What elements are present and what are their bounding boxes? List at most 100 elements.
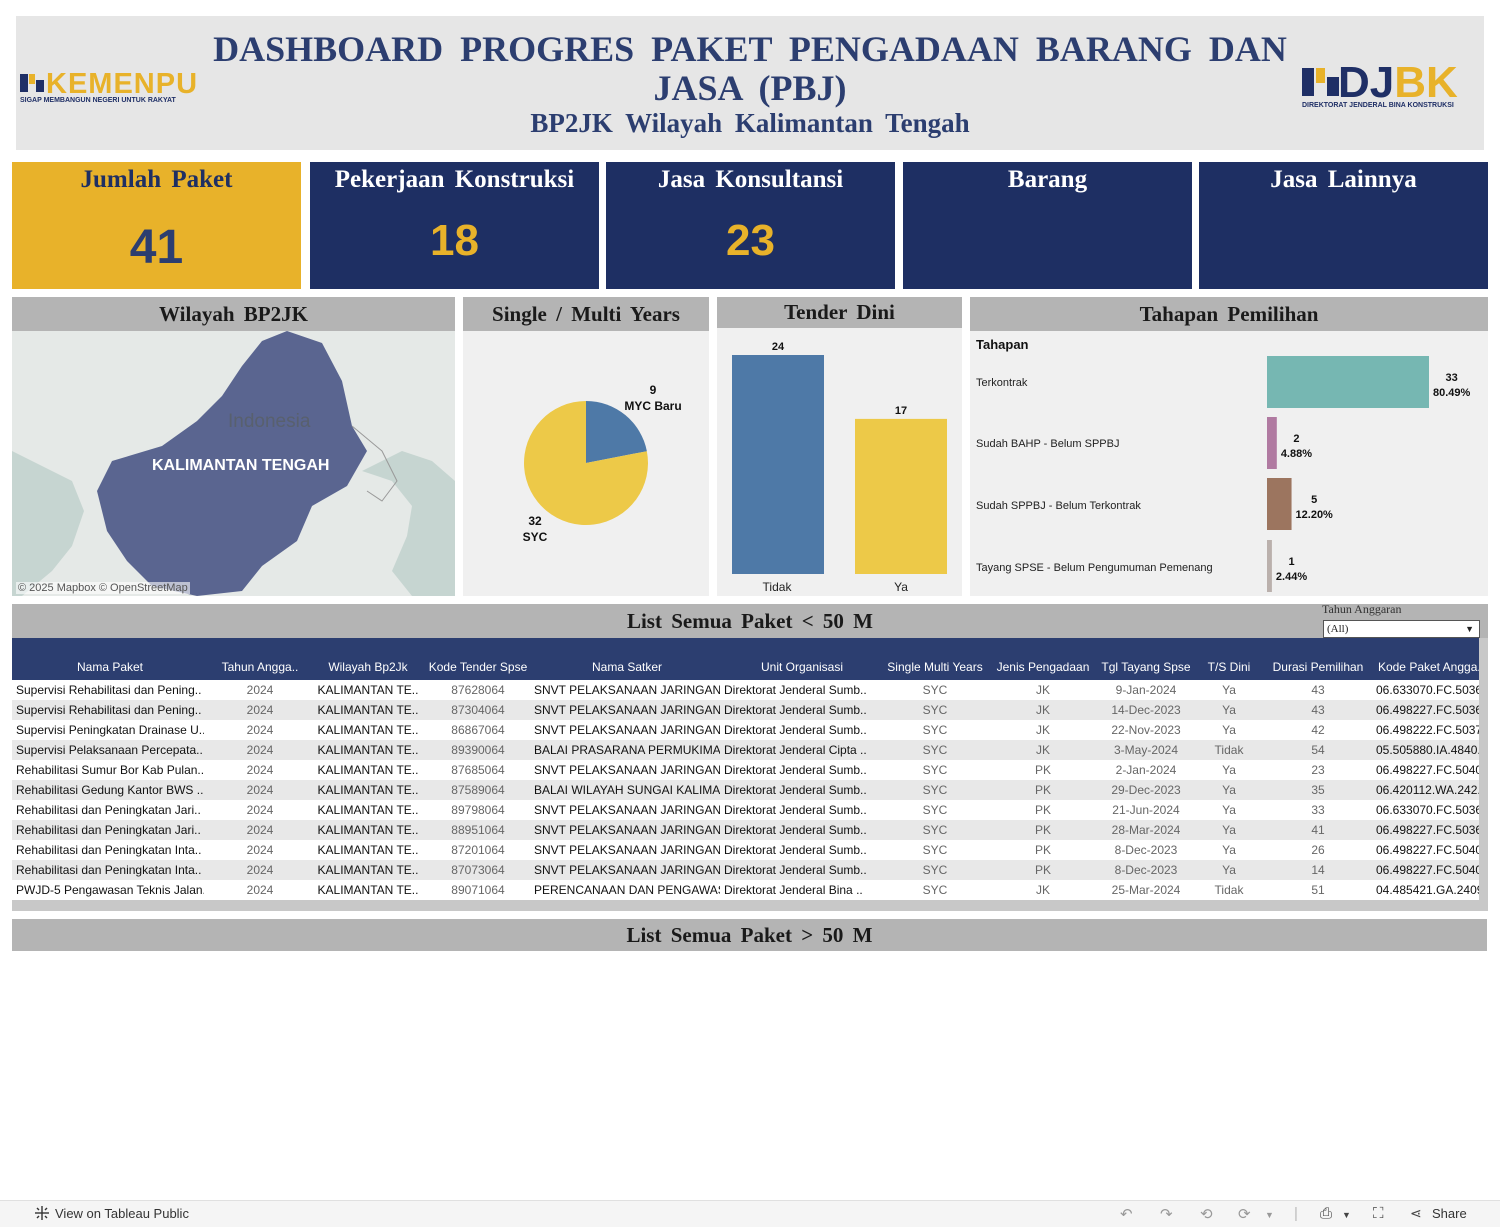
kpi-value: 41	[129, 221, 184, 274]
table-cell: 9-Jan-2024	[1115, 683, 1177, 697]
tahapan-bar[interactable]	[1267, 540, 1272, 592]
tahapan-count: 5	[1311, 494, 1318, 506]
table-row[interactable]: Rehabilitasi dan Peningkatan Jari.. 2024 K…	[12, 800, 1486, 820]
tahapan-bar[interactable]	[1267, 478, 1292, 530]
table-header-row: Nama Paket Tahun Angga.. Wilayah Bp2Jk Kode…	[12, 638, 1484, 680]
column-header[interactable]: Unit Organisasi	[760, 660, 844, 674]
table-small[interactable]: Nama Paket Tahun Angga.. Wilayah Bp2Jk Kode…	[12, 638, 1488, 911]
chevron-down-icon[interactable]: ▼	[1342, 1210, 1351, 1220]
table-row[interactable]: Rehabilitasi dan Peningkatan Inta.. 2024 K…	[12, 860, 1486, 880]
redo-icon[interactable]: ↷	[1160, 1206, 1173, 1223]
table-row[interactable]: Supervisi Rehabilitasi dan Pening.. 2024 K…	[12, 680, 1486, 700]
table-cell: SNVT PELAKSANAAN JARINGAN ..	[534, 823, 720, 837]
tableau-toolbar: View on Tableau Public ↶ ↷ ⟲ ⟳ ▼ | ⎙ ▼ ⛶…	[0, 1200, 1500, 1227]
table-row[interactable]: Supervisi Pelaksanaan Percepata.. 2024 KAL…	[12, 740, 1484, 760]
kpi-jumlah-paket[interactable]: Jumlah Paket 41	[12, 162, 301, 289]
toolbar-divider: |	[1294, 1205, 1298, 1222]
column-header[interactable]: Kode Paket Angga..	[1377, 660, 1485, 674]
table-cell: 06.420112.WA.242..	[1376, 783, 1485, 797]
pie-name-syc: SYC	[522, 530, 548, 544]
refresh-icon[interactable]: ⟳	[1238, 1206, 1251, 1223]
table-large-title: List Semua Paket > 50 M	[12, 919, 1487, 951]
filter-tahun-dropdown[interactable]: (All) ▼	[1323, 620, 1480, 638]
column-header[interactable]: Single Multi Years	[887, 660, 983, 674]
table-cell: 14-Dec-2023	[1111, 703, 1181, 717]
table-cell: SYC	[922, 783, 948, 797]
share-button[interactable]: Share	[1432, 1206, 1467, 1221]
tahapan-bar[interactable]	[1267, 356, 1429, 408]
tahapan-category: Sudah SPPBJ - Belum Terkontrak	[976, 500, 1141, 512]
table-row[interactable]: PWJD-5 Pengawasan Teknis Jalan.. 2024 KALI…	[12, 880, 1486, 900]
column-header[interactable]: Wilayah Bp2Jk	[328, 660, 408, 674]
pie-chart[interactable]	[463, 331, 709, 596]
table-cell: 06.633070.FC.5036..	[1376, 683, 1486, 697]
table-cell: 2024	[246, 683, 274, 697]
table-row[interactable]: Rehabilitasi dan Peningkatan Jari.. 2024 K…	[12, 820, 1486, 840]
table-cell: 06.498222.FC.5037..	[1376, 723, 1486, 737]
bar-value-tidak: 24	[771, 341, 785, 353]
column-header[interactable]: Nama Satker	[591, 660, 663, 674]
column-header[interactable]: Tgl Tayang Spse	[1101, 660, 1191, 674]
bar-value-ya: 17	[894, 404, 908, 417]
pie-slice-syc[interactable]	[524, 401, 648, 525]
table-cell: PK	[1034, 763, 1051, 777]
chevron-down-icon[interactable]: ▼	[1265, 1210, 1274, 1220]
single-multi-panel: Single / Multi Years 9 MYC Baru 32 SYC	[463, 297, 709, 596]
kpi-jasa-konsultansi[interactable]: Jasa Konsultansi 23	[606, 162, 895, 289]
map-credit[interactable]: © 2025 Mapbox © OpenStreetMap	[16, 582, 190, 594]
table-cell: Direktorat Jenderal Bina ..	[724, 883, 863, 897]
pie-slice-myc-baru[interactable]	[586, 401, 647, 463]
chevron-down-icon[interactable]: ▼	[1465, 624, 1474, 634]
table-row[interactable]: Supervisi Peningkatan Drainase U.. 2024 KA…	[12, 720, 1486, 740]
download-icon[interactable]: ⎙	[1320, 1205, 1333, 1222]
kpi-jasa-lainnya[interactable]: Jasa Lainnya	[1199, 162, 1488, 289]
bar-tidak[interactable]	[732, 355, 824, 574]
table-cell: Ya	[1222, 763, 1236, 777]
bar-chart[interactable]	[717, 297, 962, 596]
column-header[interactable]: Durasi Pemilihan	[1272, 660, 1364, 674]
table-row[interactable]: Rehabilitasi Gedung Kantor BWS .. 2024 KAL…	[12, 780, 1484, 800]
tahapan-bar-chart[interactable]	[970, 297, 1488, 596]
table-cell: 2024	[246, 803, 274, 817]
view-on-tableau-link[interactable]: View on Tableau Public	[55, 1206, 189, 1221]
column-header[interactable]: Tahun Angga..	[221, 660, 299, 674]
table-cell: KALIMANTAN TE..	[317, 783, 419, 797]
column-header[interactable]: Nama Paket	[76, 660, 144, 674]
kemenpu-emblem-icon	[20, 74, 44, 92]
tahapan-percent: 2.44%	[1275, 571, 1308, 583]
dashboard-header: KEMENPU SIGAP MEMBANGUN NEGERI UNTUK RAK…	[16, 16, 1484, 150]
tahapan-column-header: Tahapan	[976, 337, 1029, 352]
vertical-scrollbar[interactable]	[1479, 638, 1488, 911]
kpi-label: Barang	[1007, 166, 1088, 193]
tahapan-bar[interactable]	[1267, 417, 1277, 469]
fullscreen-icon[interactable]: ⛶	[1373, 1205, 1384, 1222]
table-cell: KALIMANTAN TE..	[317, 683, 419, 697]
kpi-barang[interactable]: Barang	[903, 162, 1192, 289]
table-row[interactable]: Rehabilitasi dan Peningkatan Inta.. 2024 K…	[12, 840, 1486, 860]
table-cell: SNVT PELAKSANAAN JARINGAN ..	[534, 683, 720, 697]
column-header[interactable]: Kode Tender Spse	[428, 660, 528, 674]
bar-ya[interactable]	[855, 418, 947, 574]
table-cell: 2024	[246, 743, 274, 757]
column-header[interactable]: Jenis Pengadaan	[996, 660, 1090, 674]
tableau-icon[interactable]	[34, 1205, 50, 1221]
table-cell: Direktorat Jenderal Sumb..	[724, 723, 867, 737]
table-cell: Ya	[1222, 823, 1236, 837]
map-view[interactable]: Indonesia KALIMANTAN TENGAH © 2025 Mapbo…	[12, 331, 455, 596]
table-row[interactable]: Supervisi Rehabilitasi dan Pening.. 2024 K…	[12, 700, 1486, 720]
tahapan-category: Terkontrak	[976, 377, 1028, 389]
column-header[interactable]: T/S Dini	[1207, 660, 1251, 674]
djbk-name: DJBK	[1338, 58, 1458, 108]
tahapan-count: 33	[1445, 372, 1458, 384]
undo-icon[interactable]: ↶	[1120, 1206, 1133, 1223]
table-cell: 05.505880.IA.4840..	[1376, 743, 1485, 757]
revert-icon[interactable]: ⟲	[1200, 1206, 1213, 1223]
table-row[interactable]: Rehabilitasi Sumur Bor Kab Pulan.. 2024 KA…	[12, 760, 1486, 780]
table-cell: 87073064	[451, 863, 505, 877]
djbk-logo: DJBK DIREKTORAT JENDERAL BINA KONSTRUKSI	[1302, 58, 1474, 112]
tahapan-percent: 12.20%	[1295, 509, 1333, 521]
kpi-pekerjaan-konstruksi[interactable]: Pekerjaan Konstruksi 18	[310, 162, 599, 289]
share-icon[interactable]: ⋖	[1410, 1205, 1422, 1221]
table-cell: KALIMANTAN TE..	[317, 863, 419, 877]
horizontal-scrollbar[interactable]	[12, 901, 1479, 911]
